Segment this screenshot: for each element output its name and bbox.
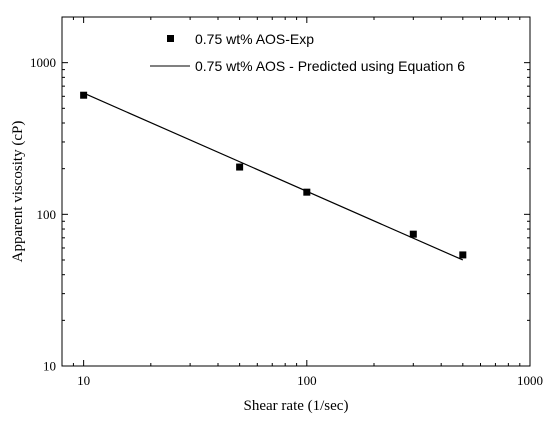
legend-label-exp: 0.75 wt% AOS-Exp [195,31,314,47]
tick-labels: 10 100 1000 10 100 1000 [30,55,543,388]
plot-frame [61,16,531,367]
data-point [409,230,417,238]
legend-marker-exp [167,35,174,42]
data-point [459,251,467,259]
x-tick-label: 10 [77,373,90,388]
y-axis-title: Apparent viscosity (cP) [10,121,26,263]
x-tick-label: 100 [297,373,317,388]
legend: 0.75 wt% AOS-Exp 0.75 wt% AOS - Predicte… [150,31,465,74]
y-tick-label: 10 [43,359,56,374]
legend-label-predicted: 0.75 wt% AOS - Predicted using Equation … [195,58,465,74]
data-point [303,188,311,196]
data-point [236,163,244,171]
y-tick-label: 100 [37,207,57,222]
x-axis-title: Shear rate (1/sec) [244,398,349,414]
predicted-line [83,92,464,261]
data-point [80,91,88,99]
y-tick-label: 1000 [30,55,56,70]
x-tick-label: 1000 [517,373,543,388]
series-layer [80,91,467,261]
